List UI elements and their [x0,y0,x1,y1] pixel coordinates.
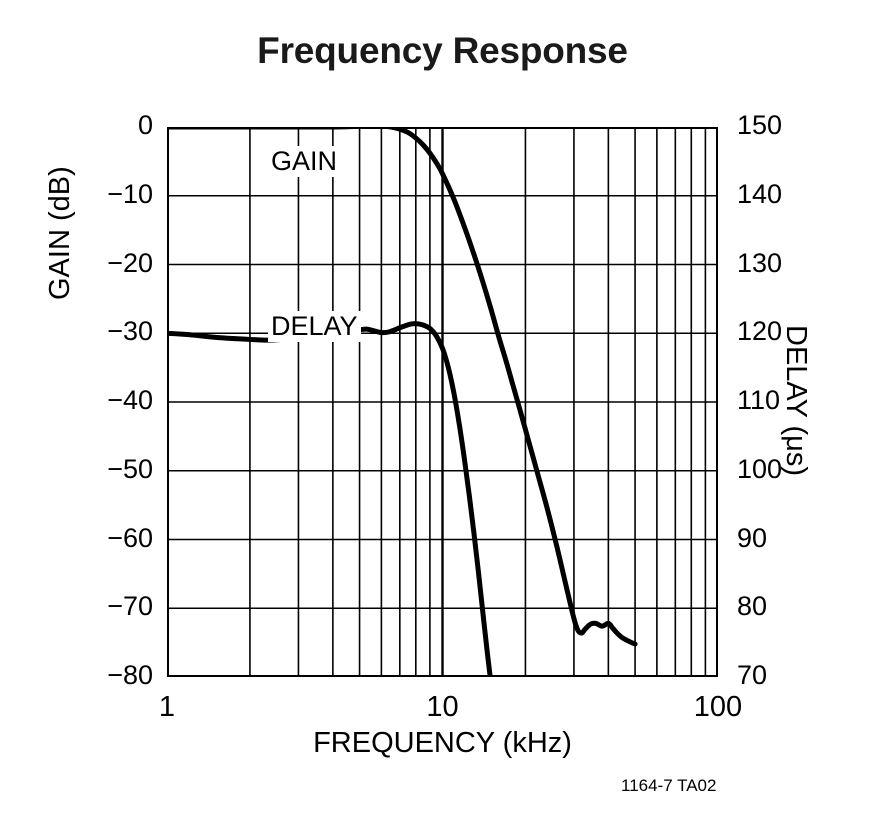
x-axis-tick-label: 100 [693,691,743,723]
y-axis-left-tick-label: −20 [107,247,153,278]
x-axis-tick-label: 1 [158,691,176,723]
plot-svg [167,127,718,677]
y-axis-right-tick-label: 90 [737,522,768,553]
x-axis-title: FREQUENCY (kHz) [313,727,572,759]
figure-caption: 1164-7 TA02 [621,776,717,795]
y-axis-left-tick-label: −10 [107,178,153,209]
y-axis-right-tick-label: 80 [737,591,768,622]
y-axis-left-tick-label: −70 [107,591,153,622]
gain-curve [167,127,638,647]
y-axis-left-tick-label: 0 [137,110,153,140]
y-axis-right-tick-label: 120 [737,316,783,347]
y-axis-left-tick-label: −80 [107,660,153,690]
x-axis-tick-label: 10 [426,691,459,723]
page-title: Frequency Response [257,30,628,71]
delay-series-label: DELAY [268,311,361,342]
y-axis-right-tick-label: 140 [737,178,783,209]
gain-series-label: GAIN [268,146,341,177]
y-axis-right-tick-label: 150 [737,110,783,140]
y-axis-right-tick-label: 110 [737,385,781,415]
y-axis-left-tick-label: −40 [107,385,153,415]
y-axis-left-title: GAIN (dB) [44,166,76,300]
y-axis-right-tick-label: 100 [737,453,783,484]
y-axis-right-tick-label: 130 [737,247,783,278]
grid-horizontal [167,194,718,610]
y-axis-right-title: DELAY (μs) [780,325,812,477]
y-axis-left-tick-label: −50 [107,453,153,484]
y-axis-left-tick-label: −30 [107,316,153,347]
plot-area [167,127,718,677]
y-axis-left-tick-label: −60 [107,522,153,553]
y-axis-right-tick-label: 70 [737,660,768,690]
